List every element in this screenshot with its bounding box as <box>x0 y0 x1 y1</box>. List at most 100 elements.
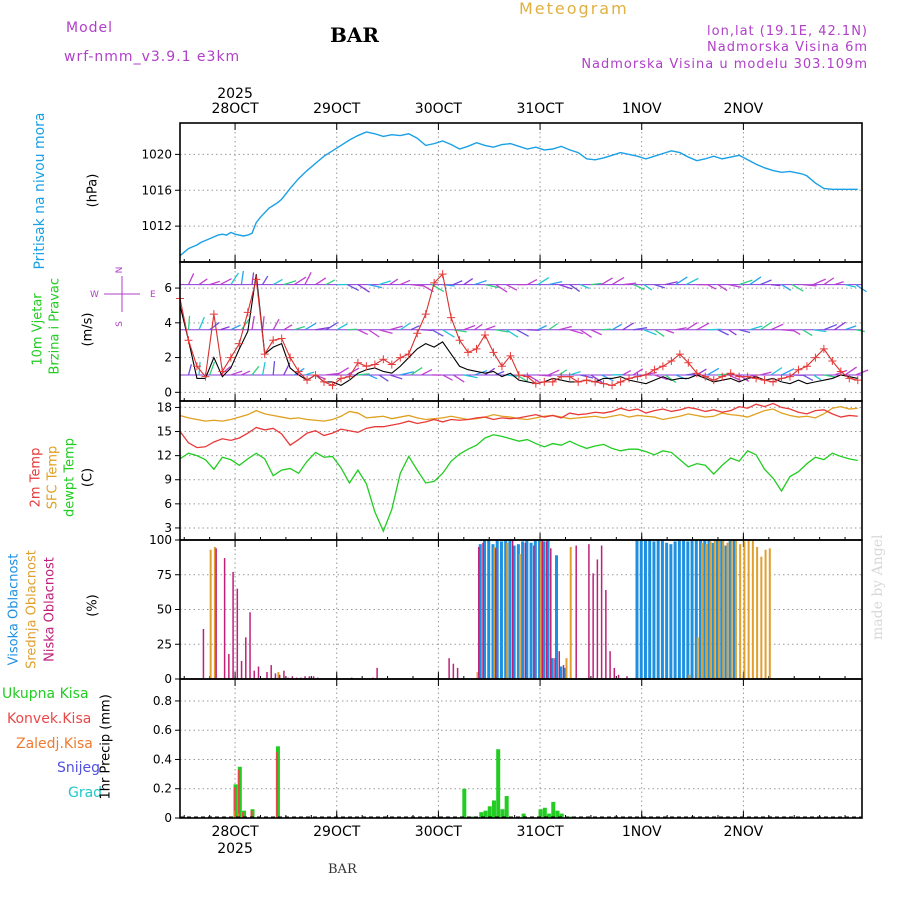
wind-gust-marker <box>328 381 337 390</box>
precip-total-bar <box>496 749 501 818</box>
cloud-mid-bar <box>726 542 729 679</box>
wind-gust-marker <box>743 372 752 381</box>
wind-gust-marker <box>421 310 430 319</box>
wind-arrow <box>410 325 420 331</box>
wind-arrow <box>569 329 584 335</box>
cloud-low-bar <box>304 676 306 679</box>
cloud-high-bar <box>538 540 542 679</box>
wind-gust-marker <box>362 362 371 371</box>
cloud-high-bar <box>555 555 559 679</box>
wind-gust-marker <box>472 344 481 353</box>
cloud-high-bar <box>504 540 508 679</box>
cloud-mid-bar <box>768 548 771 679</box>
wind-arrow <box>357 329 369 336</box>
cloud-low-bar <box>240 660 243 679</box>
wind-arrow <box>781 284 792 291</box>
wind-gust-marker <box>608 381 617 390</box>
cloud-mid-bar <box>540 541 543 679</box>
wind-arrow <box>463 374 478 379</box>
wind-gust-marker <box>447 313 456 322</box>
wind-arrow <box>579 329 592 338</box>
cloud-high-bar <box>495 540 499 679</box>
wind-gust-marker <box>514 370 523 379</box>
wind-arrow <box>357 373 370 376</box>
cloud-low-bar <box>482 542 484 679</box>
wind-arrow <box>622 369 632 376</box>
cloud-mid-bar <box>476 672 479 679</box>
day-label-bottom: 1NOV <box>622 824 662 840</box>
wind-arrow <box>283 280 297 286</box>
wind-gust-marker <box>625 374 634 383</box>
wind-arrow <box>421 369 433 376</box>
wind-arrow <box>463 277 474 286</box>
year-label-bottom: 2025 <box>217 841 253 857</box>
wind-arrow <box>632 368 644 376</box>
ytick-label-wind: 4 <box>164 316 172 330</box>
wind-gust-marker <box>684 358 693 367</box>
wind-arrow <box>251 365 260 376</box>
wind-arrow <box>791 284 804 292</box>
wind-gust-marker <box>565 372 574 381</box>
cloud-low-bar <box>575 545 577 679</box>
wind-gust-marker <box>404 350 413 359</box>
wind-gust-marker <box>209 310 218 319</box>
wind-gust-marker <box>269 336 278 345</box>
wind-arrow <box>251 315 255 330</box>
cloud-high-bar <box>533 540 537 679</box>
wind-arrow <box>802 329 813 337</box>
cloud-high-bar <box>720 540 724 679</box>
wind-gust-marker <box>370 360 379 369</box>
cloud-high-bar <box>639 540 643 679</box>
wind-arrow <box>749 325 763 331</box>
wind-arrow <box>802 374 814 382</box>
wind-gust-marker <box>311 370 320 379</box>
wind-gust-marker <box>726 369 735 378</box>
wind-gust-marker <box>252 275 261 284</box>
temp2m-line <box>179 402 858 449</box>
cloud-high-bar <box>669 544 673 679</box>
cloud-mid-bar <box>569 546 572 679</box>
day-label-top: 31OCT <box>516 101 564 117</box>
wind-arrow <box>262 275 269 285</box>
wind-gust-marker <box>345 372 354 381</box>
panel-frame-pressure <box>179 122 863 263</box>
wind-gust-marker <box>277 334 286 343</box>
precip-frz-bar <box>233 810 236 818</box>
model-label: Model <box>66 20 114 36</box>
wind-arrow <box>347 284 360 292</box>
wind-gust-marker <box>701 372 710 381</box>
wind-gust-marker <box>709 376 718 385</box>
wind-arrow <box>378 374 389 382</box>
wind-arrow <box>378 280 391 286</box>
ytick-label-cloud: 25 <box>157 637 172 651</box>
ytick-label-temperature: 6 <box>164 497 172 511</box>
precip-total-bar <box>551 801 556 818</box>
wind-arrow <box>738 279 753 286</box>
day-label-top: 28OCT <box>211 101 259 117</box>
wind-arrow <box>240 270 244 285</box>
cloud-low-bar <box>270 665 272 679</box>
cloud-low-bar <box>550 548 552 679</box>
day-label-top: 29OCT <box>313 101 361 117</box>
precip-conv-bar <box>233 787 236 818</box>
wind-arrow <box>304 371 315 376</box>
wind-arrow <box>569 371 581 376</box>
day-label-bottom: 28OCT <box>211 824 259 840</box>
day-label-bottom: 31OCT <box>516 824 564 840</box>
cloud-high-bar <box>699 540 703 679</box>
precip-total-bar <box>542 807 547 818</box>
ytick-label-cloud: 50 <box>157 603 172 617</box>
cloud-high-bar <box>635 540 639 679</box>
wind-arrow <box>294 276 307 286</box>
wind-arrow <box>548 280 563 286</box>
wind-gust-marker <box>184 336 193 345</box>
cloud-high-bar <box>487 540 491 679</box>
wind-gust-marker <box>497 362 506 371</box>
wind-arrow <box>400 279 411 286</box>
wind-arrow <box>495 370 505 376</box>
wind-arrow <box>813 278 826 286</box>
day-label-bottom: 2NOV <box>724 824 764 840</box>
ytick-label-precip: 0.4 <box>153 752 172 766</box>
cloud-low-bar <box>588 544 590 679</box>
